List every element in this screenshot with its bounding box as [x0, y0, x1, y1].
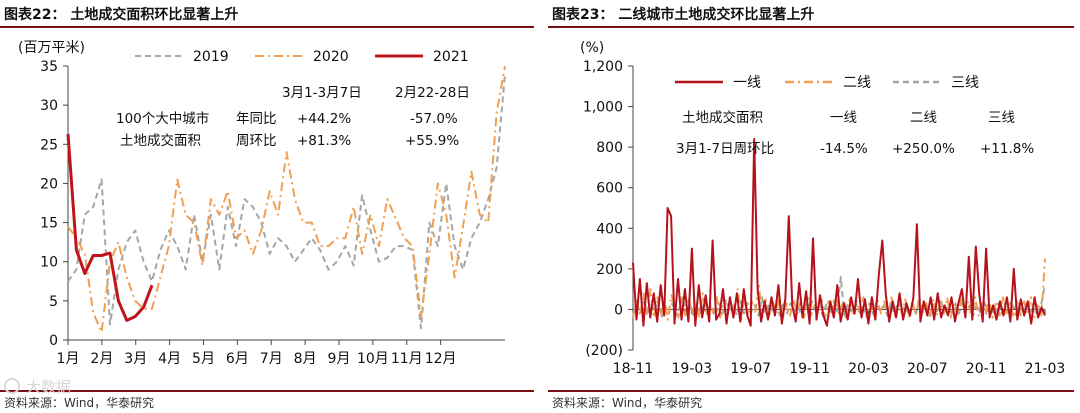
ann-col2: 二线: [910, 110, 937, 126]
ann-yoy-prev: -57.0%: [410, 111, 458, 127]
x-tick-label: 20-03: [848, 361, 889, 377]
x-tick-label: 19-03: [672, 361, 713, 377]
footer-rule: [0, 390, 534, 392]
ann-wow-week: +81.3%: [297, 133, 351, 149]
ann-label-line2: 土地成交面积: [120, 132, 201, 149]
chart-right-svg: (%) (200) 0 200 400 600 800 1,000 1,200 18-11 19…: [580, 40, 1066, 377]
y-tick-label: 10: [40, 255, 58, 271]
chart-left-svg: (百万平米) 0 5 10 15 20 25 30 35 1月 2月 3月 4月 5月 6月 7月 8月 9月…: [18, 40, 506, 367]
x-tick-label: 8月: [294, 351, 317, 367]
y-axis-label: (%): [580, 40, 604, 56]
footer-rule: [548, 390, 1074, 392]
x-tick-label: 21-03: [1025, 361, 1066, 377]
x-tick-label: 20-11: [966, 361, 1007, 377]
x-tick-label: 19-11: [789, 361, 830, 377]
y-tick-label: 35: [40, 59, 58, 75]
legend-label-二线: 二线: [843, 75, 871, 91]
x-tick-label: 18-11: [613, 361, 654, 377]
x-tick-label: 7月: [260, 351, 283, 367]
y-tick-label: 1,200: [583, 59, 623, 75]
watermark-logo: 大数据: [4, 378, 71, 396]
chart-title-left: 图表22： 土地成交面积环比显著上升: [4, 7, 239, 23]
y-tick-label: 1,000: [583, 100, 623, 116]
watermark-text: 大数据: [26, 378, 71, 396]
x-tick-label: 11月: [391, 351, 423, 367]
y-tick-label: 25: [40, 137, 58, 153]
title-rule: [548, 26, 1074, 28]
chart-panel-right: 图表23： 二线城市土地成交环比显著上升 (%) (200) 0 200 400 600…: [548, 0, 1080, 413]
ann-col-prev: 2月22-28日: [395, 85, 470, 101]
x-tick-label: 10月: [357, 351, 389, 367]
ann-wow-prev: +55.9%: [405, 133, 459, 149]
y-tick-label: 0: [614, 302, 623, 318]
ann-row-label: 3月1-7日周环比: [676, 141, 774, 157]
x-tick-label: 2月: [90, 351, 113, 367]
source-note-right: 资料来源：Wind，华泰研究: [552, 396, 703, 410]
ann-v3: +11.8%: [980, 141, 1034, 157]
series-line-2021: [66, 133, 154, 322]
series-line-2020: [67, 65, 506, 334]
x-tick-label: 5月: [192, 351, 215, 367]
x-tick-label: 4月: [158, 351, 181, 367]
chart-title-right: 图表23： 二线城市土地成交环比显著上升: [552, 7, 815, 23]
y-tick-label: (200): [585, 343, 623, 359]
y-tick-label: 0: [49, 333, 58, 349]
watermark-icon: [4, 378, 20, 394]
ann-col3: 三线: [988, 110, 1015, 126]
source-note-left: 资料来源：Wind，华泰研究: [4, 396, 155, 410]
series-line-2019: [67, 73, 506, 330]
ann-yoy-week: +44.2%: [297, 111, 351, 127]
x-tick-label: 9月: [328, 351, 351, 367]
y-tick-label: 600: [596, 181, 623, 197]
x-tick-label: 6月: [226, 351, 249, 367]
ann-row-yoy: 年同比: [236, 111, 277, 127]
x-tick-label: 19-07: [730, 361, 771, 377]
x-tick-label: 12月: [425, 351, 457, 367]
y-tick-label: 20: [40, 176, 58, 192]
series-line-一线: [632, 138, 1046, 327]
ann-row-wow: 周环比: [236, 133, 277, 149]
ann-col1: 一线: [830, 110, 857, 126]
x-tick-label: 1月: [57, 351, 80, 367]
ann-v1: -14.5%: [820, 141, 868, 157]
ann-col-week: 3月1-3月7日: [282, 85, 362, 101]
legend-label-2020: 2020: [313, 49, 349, 65]
y-tick-label: 5: [49, 294, 58, 310]
x-tick-label: 3月: [124, 351, 147, 367]
y-tick-label: 200: [596, 262, 623, 278]
chart-panel-left: 图表22： 土地成交面积环比显著上升 (百万平米) 0 5 10 15 20 25 30 35…: [0, 7, 534, 410]
title-rule: [0, 26, 534, 28]
y-tick-label: 800: [596, 140, 623, 156]
legend-label-2021: 2021: [433, 49, 469, 65]
y-tick-label: 15: [40, 216, 58, 232]
ann-v2: +250.0%: [892, 141, 955, 157]
legend-label-2019: 2019: [193, 49, 229, 65]
x-tick-label: 20-07: [907, 361, 948, 377]
ann-label-line1: 100个大中城市: [116, 110, 209, 127]
legend-label-一线: 一线: [733, 75, 761, 91]
legend-label-三线: 三线: [951, 75, 979, 91]
ann-label-head: 土地成交面积: [682, 109, 763, 126]
y-tick-label: 400: [596, 221, 623, 237]
y-axis-label: (百万平米): [18, 40, 85, 56]
y-tick-label: 30: [40, 98, 58, 114]
